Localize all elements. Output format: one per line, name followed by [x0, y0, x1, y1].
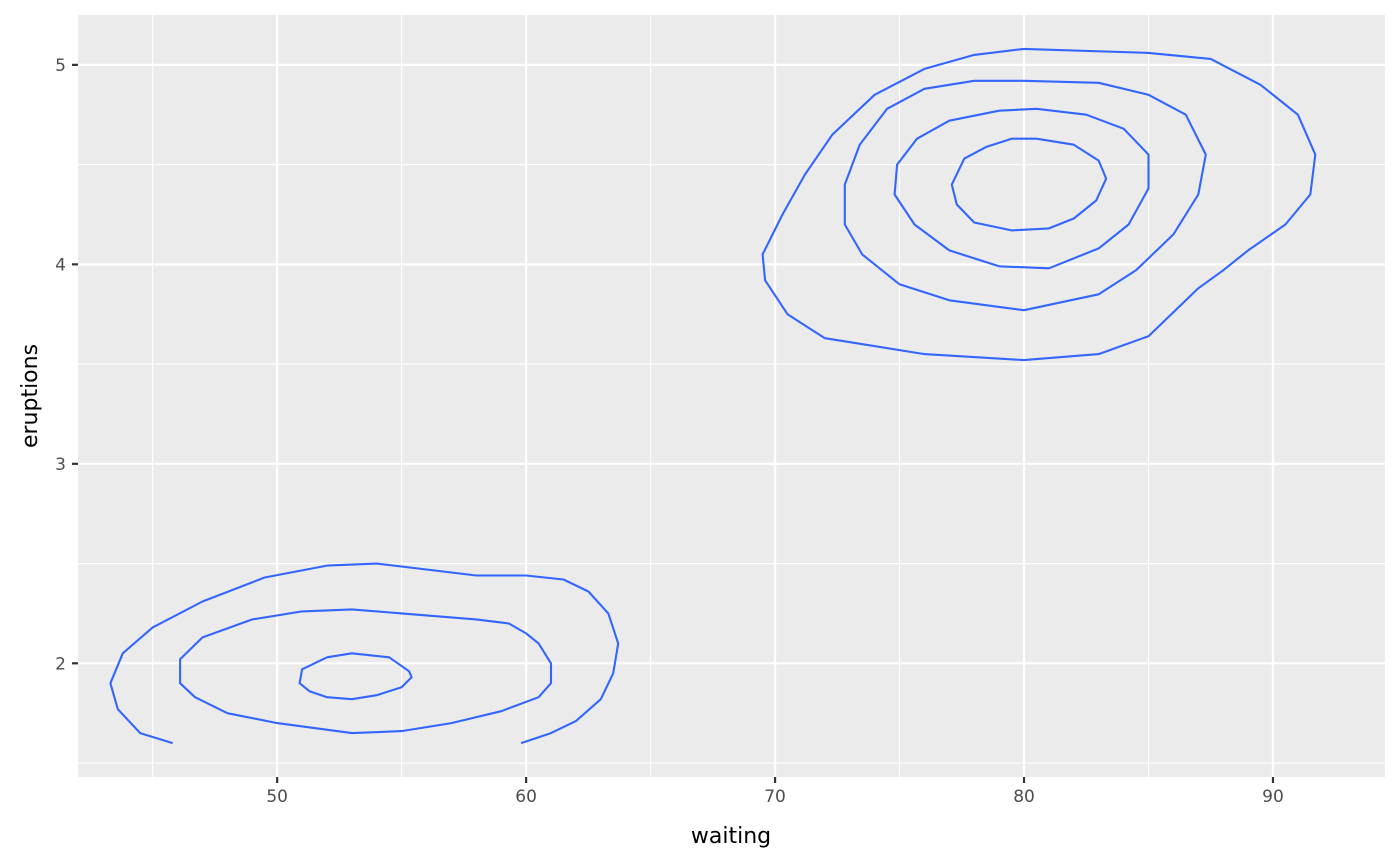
contour-line-6 — [893, 107, 1150, 270]
contour-line-1 — [109, 562, 620, 745]
y-tick-label: 2 — [55, 654, 66, 674]
y-axis-ticks: 2 3 4 5 — [55, 56, 78, 674]
contour-line-4 — [761, 47, 1317, 362]
panel-background — [78, 15, 1385, 777]
x-tick-label: 70 — [764, 787, 786, 807]
x-tick-label: 50 — [266, 787, 288, 807]
contour-line-3 — [298, 652, 413, 701]
x-tick-label: 80 — [1013, 787, 1035, 807]
contour-line-5 — [843, 79, 1207, 312]
x-axis-title: waiting — [691, 824, 771, 849]
minor-gridlines — [78, 15, 1385, 777]
y-tick-label: 4 — [55, 255, 66, 275]
contour-line-7 — [950, 137, 1108, 232]
y-tick-label: 3 — [55, 455, 66, 475]
major-gridlines — [78, 15, 1385, 777]
x-axis-ticks: 50 60 70 80 90 — [266, 777, 1284, 807]
density-contours — [109, 47, 1317, 745]
x-tick-label: 90 — [1262, 787, 1284, 807]
x-tick-label: 60 — [515, 787, 537, 807]
y-tick-label: 5 — [55, 56, 66, 76]
contour-line-2 — [179, 608, 553, 735]
y-axis-title: eruptions — [18, 344, 43, 448]
